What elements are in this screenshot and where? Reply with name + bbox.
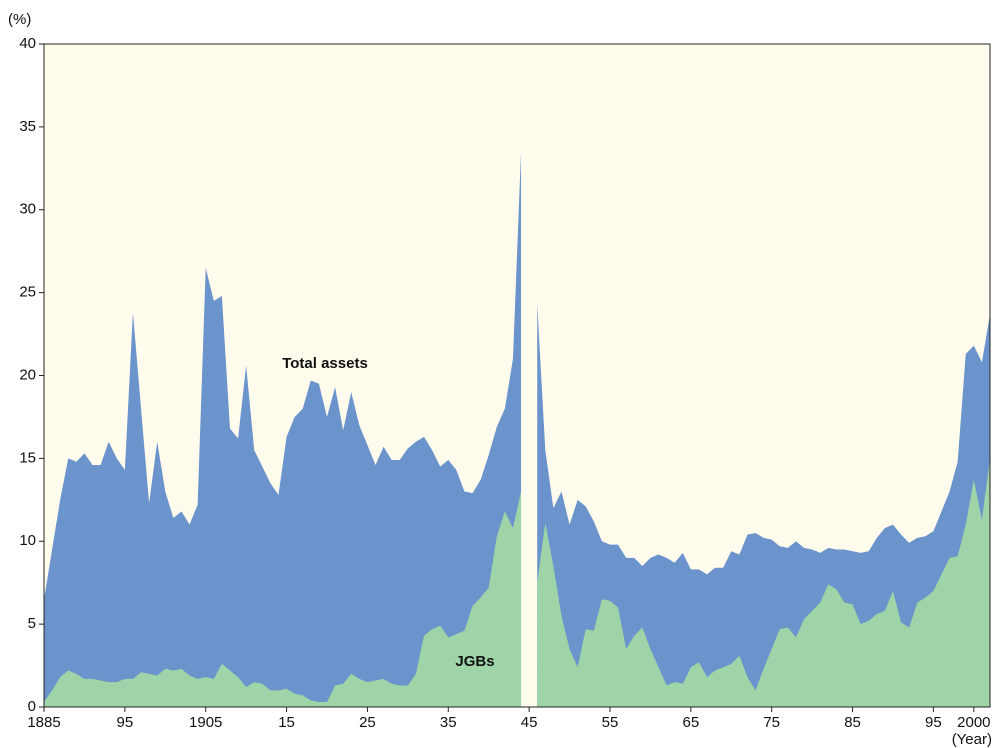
x-tick-label: 1885 <box>27 714 60 731</box>
area-series <box>44 458 990 707</box>
y-tick-label: 10 <box>19 532 36 549</box>
y-tick-label: 40 <box>19 35 36 52</box>
x-tick-label: 45 <box>521 714 538 731</box>
x-tick-label: 25 <box>359 714 376 731</box>
y-tick-label: 20 <box>19 366 36 383</box>
y-tick-label: 0 <box>28 698 36 715</box>
y-tick-label: 15 <box>19 449 36 466</box>
y-tick-label: 5 <box>28 615 36 632</box>
y-tick-label: 35 <box>19 118 36 135</box>
x-tick-label: 2000 <box>957 714 990 731</box>
x-tick-label: 15 <box>278 714 295 731</box>
x-tick-label: 55 <box>602 714 619 731</box>
x-tick-label: 1905 <box>189 714 222 731</box>
x-tick-label: 35 <box>440 714 457 731</box>
areas <box>44 151 990 708</box>
x-tick-label: 95 <box>925 714 942 731</box>
y-tick-label: 25 <box>19 284 36 301</box>
x-tick-label: 95 <box>117 714 134 731</box>
series-annotation: JGBs <box>455 653 494 670</box>
area-series <box>44 151 990 708</box>
y-tick-label: 30 <box>19 201 36 218</box>
x-tick-label: 85 <box>844 714 861 731</box>
x-tick-label: 65 <box>682 714 699 731</box>
series-annotation: Total assets <box>282 355 368 372</box>
x-tick-label: 75 <box>763 714 780 731</box>
y-axis-label: (%) <box>8 11 31 28</box>
x-axis-label: (Year) <box>952 731 992 748</box>
